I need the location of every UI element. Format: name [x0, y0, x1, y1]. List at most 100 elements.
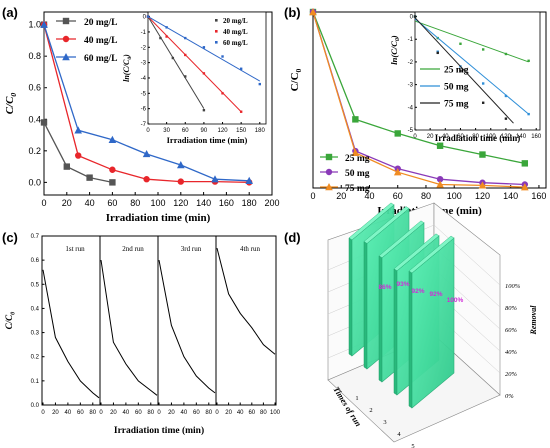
- x-tick-label: 0: [157, 410, 161, 416]
- x-tick-label: 80: [89, 410, 96, 416]
- data-point: [63, 163, 70, 170]
- data-point: [109, 179, 116, 186]
- x-tick-label: 160: [531, 191, 546, 201]
- inset-point: [459, 69, 462, 73]
- run-line-3: [216, 247, 276, 355]
- inset-point: [504, 94, 508, 98]
- inset-x-axis-label: Irradiation time (min): [167, 135, 248, 145]
- inset-legend-label: 75 mg: [444, 100, 469, 110]
- inset-x-tick-label: 40: [442, 134, 449, 140]
- removal-bar-top: [348, 202, 395, 241]
- panel-d-letter: (d): [284, 230, 301, 245]
- inset-point: [165, 35, 168, 38]
- data-point: [394, 130, 401, 137]
- y-tick-label: 0.0: [31, 403, 40, 409]
- x-tick-label: 60: [248, 410, 255, 416]
- run-line-2: [158, 260, 216, 394]
- data-point: [309, 8, 317, 16]
- x-tick-label: 60: [393, 191, 403, 201]
- x-tick-label: 40: [364, 191, 374, 201]
- z-tick-label: 0%: [505, 393, 514, 400]
- y-tick-label: 0.6: [28, 83, 41, 93]
- panel-c-letter: (c): [2, 230, 18, 245]
- x-tick-label: 0: [99, 410, 103, 416]
- x-tick-label: 40: [237, 410, 244, 416]
- inset-point: [171, 56, 175, 60]
- grid-line: [433, 224, 501, 286]
- x-tick-label: 60: [107, 198, 117, 208]
- inset-point: [202, 46, 206, 49]
- x-tick-label: 5: [411, 443, 414, 448]
- y-tick-label: 0.4: [31, 306, 40, 312]
- x-tick-label: 160: [219, 198, 234, 208]
- x-tick-label: 80: [421, 191, 431, 201]
- data-point: [74, 126, 82, 134]
- removal-bar-top: [378, 220, 425, 259]
- inset-legend-label: 20 mg/L: [223, 17, 248, 25]
- x-tick-label: 140: [196, 198, 211, 208]
- data-point: [109, 166, 116, 173]
- z-tick-label: 100%: [505, 283, 521, 290]
- z-tick-label: 40%: [505, 349, 518, 356]
- inset-legend-marker: [215, 41, 218, 44]
- inset-point: [481, 82, 485, 85]
- inset-point: [527, 59, 530, 62]
- x-tick-label: 0: [215, 410, 219, 416]
- z-tick-label: 20%: [505, 371, 518, 378]
- inset-point: [527, 112, 530, 116]
- inset-x-tick-label: 80: [472, 134, 479, 140]
- inset-point: [239, 67, 243, 70]
- inset-y-tick-label: -1: [141, 30, 147, 36]
- x-axis-label: Irradiation time (min): [106, 212, 211, 224]
- removal-bar-side: [348, 237, 353, 357]
- inset-point: [184, 53, 187, 57]
- removal-bar-side: [378, 255, 383, 383]
- x-tick-label: 20: [336, 191, 346, 201]
- x-tick-label: 20: [110, 410, 117, 416]
- x-tick-label: 100: [150, 198, 165, 208]
- x-axis-label: Irradiation time (min): [114, 425, 204, 436]
- inset-y-tick-label: -4: [141, 76, 147, 82]
- z-axis-label: Removal: [529, 305, 538, 336]
- x-tick-label: 60: [135, 410, 142, 416]
- data-point: [143, 176, 150, 183]
- inset-legend-label: 25 mg: [444, 66, 469, 76]
- y-tick-label: 0.1: [31, 379, 40, 385]
- inset-point: [221, 55, 224, 58]
- inset-x-tick-label: 60: [182, 128, 189, 134]
- inset-y-tick-label: -5: [141, 91, 147, 97]
- x-tick-label: 40: [65, 410, 72, 416]
- inset-point: [184, 75, 187, 78]
- y-tick-label: 1.0: [28, 20, 41, 30]
- legend-label: 25 mg: [345, 154, 370, 164]
- inset-point: [413, 15, 417, 18]
- data-point: [177, 178, 184, 185]
- x-tick-label: 0: [41, 198, 46, 208]
- inset-fit-line-0: [414, 20, 529, 63]
- data-point: [436, 142, 444, 149]
- inset-y-tick-label: -3: [141, 61, 147, 67]
- x-tick-label: 180: [242, 198, 257, 208]
- inset-fit-line-2: [414, 17, 514, 124]
- inset-point: [165, 26, 168, 29]
- inset-frame: [147, 11, 267, 125]
- inset-y-axis-label: ln(C/C0): [389, 35, 401, 65]
- inset-x-tick-label: 120: [501, 134, 512, 140]
- removal-bar-side: [363, 240, 368, 370]
- value-label: 100%: [447, 297, 464, 304]
- inset-y-tick-label: -3: [408, 83, 414, 89]
- y-tick-label: 0.8: [28, 51, 41, 61]
- inset-point: [481, 48, 485, 51]
- value-label: 92%: [429, 291, 442, 298]
- run-label: 4th run: [240, 245, 261, 253]
- inset-x-tick-label: 140: [516, 134, 527, 140]
- inset-point: [504, 52, 508, 56]
- inset-x-tick-label: 160: [531, 134, 542, 140]
- inset-fit-line-0: [147, 16, 205, 109]
- data-point: [352, 116, 359, 123]
- value-label: 93%: [396, 281, 409, 288]
- x-tick-label: 80: [147, 410, 154, 416]
- legend-label: 20 mg/L: [84, 18, 118, 28]
- x-tick-label: 200: [264, 198, 279, 208]
